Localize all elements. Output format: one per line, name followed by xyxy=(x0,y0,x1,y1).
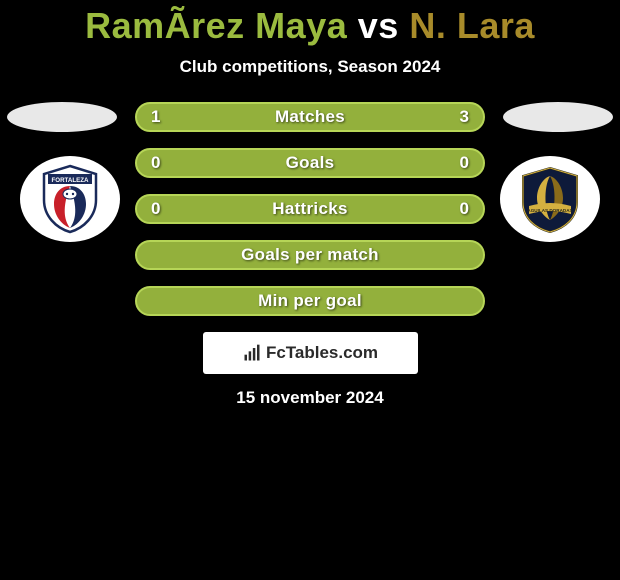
player2-team-badge: AGUILAS DORADAS xyxy=(500,156,600,242)
stat-value-left: 0 xyxy=(151,199,160,219)
stat-label: Goals xyxy=(286,153,335,173)
svg-text:AGUILAS DORADAS: AGUILAS DORADAS xyxy=(527,208,572,213)
player1-team-badge: FORTALEZA xyxy=(20,156,120,242)
stat-row-matches: 1 Matches 3 xyxy=(135,102,485,132)
subtitle: Club competitions, Season 2024 xyxy=(0,57,620,77)
player2-photo-placeholder xyxy=(503,102,613,132)
stat-value-right: 3 xyxy=(460,107,469,127)
stat-row-hattricks: 0 Hattricks 0 xyxy=(135,194,485,224)
comparison-card: RamÃ­rez Maya vs N. Lara Club competitio… xyxy=(0,0,620,408)
fortaleza-shield-icon: FORTALEZA xyxy=(40,164,100,234)
stat-value-right: 0 xyxy=(460,199,469,219)
stat-value-left: 1 xyxy=(151,107,160,127)
stats-area: FORTALEZA AGUILAS DORADAS xyxy=(0,102,620,316)
stat-value-left: 0 xyxy=(151,153,160,173)
player1-name: RamÃ­rez Maya xyxy=(85,5,347,46)
stat-label: Min per goal xyxy=(258,291,362,311)
stat-label: Matches xyxy=(275,107,345,127)
brand-text: FcTables.com xyxy=(266,343,378,363)
stat-label: Goals per match xyxy=(241,245,379,265)
vs-separator: vs xyxy=(358,5,399,46)
player2-name: N. Lara xyxy=(409,5,535,46)
brand-badge: FcTables.com xyxy=(203,332,418,374)
stat-row-goals: 0 Goals 0 xyxy=(135,148,485,178)
stat-row-min-per-goal: Min per goal xyxy=(135,286,485,316)
date-text: 15 november 2024 xyxy=(0,388,620,408)
player1-photo-placeholder xyxy=(7,102,117,132)
stat-label: Hattricks xyxy=(272,199,347,219)
stat-row-goals-per-match: Goals per match xyxy=(135,240,485,270)
stat-value-right: 0 xyxy=(460,153,469,173)
comparison-title: RamÃ­rez Maya vs N. Lara xyxy=(0,5,620,47)
svg-text:FORTALEZA: FORTALEZA xyxy=(51,177,89,184)
aguilas-doradas-shield-icon: AGUILAS DORADAS xyxy=(515,164,585,234)
bar-chart-icon xyxy=(242,343,262,363)
